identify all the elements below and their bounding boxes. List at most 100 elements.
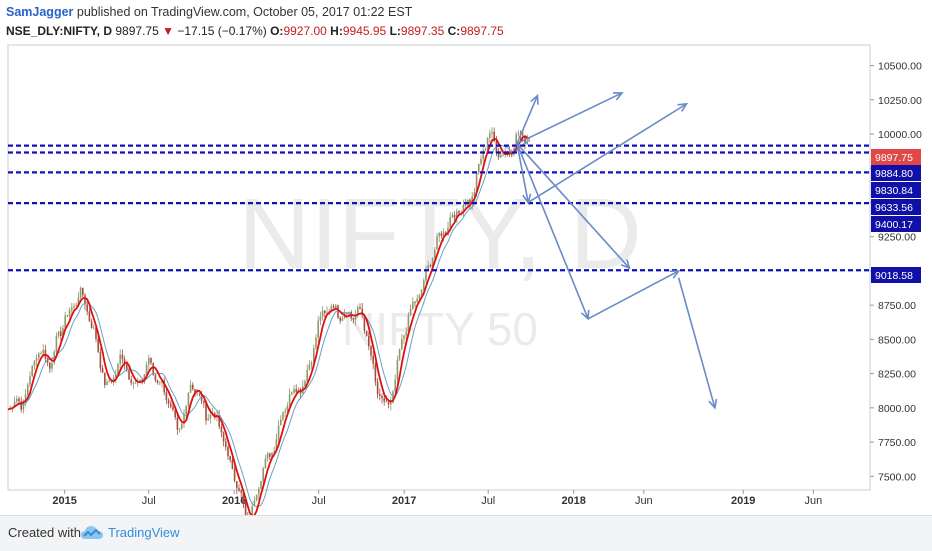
candle-body: [321, 310, 324, 317]
tradingview-cloud-icon[interactable]: [80, 524, 104, 542]
candle-body: [198, 393, 201, 395]
price-tag-bg: [871, 165, 921, 181]
arrow-head: [522, 193, 532, 205]
created-with-text: Created with: [8, 525, 81, 540]
projection-arrow: [516, 143, 529, 203]
low-label: L:: [389, 24, 401, 38]
candle-body: [62, 328, 64, 337]
candle-body: [251, 506, 253, 515]
candle-body: [238, 488, 240, 491]
candle-body: [145, 364, 148, 375]
candle-body: [93, 327, 95, 329]
candle-body: [55, 335, 58, 352]
candle-body: [174, 409, 176, 418]
candle-body: [68, 309, 71, 316]
author-link[interactable]: SamJagger: [6, 5, 74, 19]
x-tick-label: Jun: [804, 495, 822, 507]
candle-body: [106, 381, 108, 386]
candle-body: [286, 405, 289, 411]
candle-body: [471, 196, 473, 204]
fast-moving-average: [7, 135, 530, 515]
candle-body: [313, 348, 315, 363]
candle-body: [425, 269, 427, 281]
candle-body: [262, 468, 264, 482]
candle-body: [220, 426, 223, 433]
arrow-head: [620, 259, 631, 270]
candle-body: [462, 205, 465, 213]
projection-arrow: [516, 143, 589, 320]
candle-body: [376, 381, 379, 395]
candle-body: [370, 346, 372, 356]
candle-body: [372, 355, 374, 364]
candle-body: [77, 297, 80, 306]
price-tag-label: 9830.84: [875, 185, 913, 197]
candle-body: [469, 199, 471, 204]
candle-body: [394, 379, 396, 392]
candle-body: [181, 423, 183, 429]
candle-body: [236, 481, 238, 489]
candle-body: [117, 363, 119, 376]
candle-body: [84, 295, 86, 305]
y-tick-label: 7500.00: [878, 471, 916, 483]
candle-body: [456, 211, 458, 218]
candle-body: [412, 301, 414, 309]
candle-body: [99, 351, 102, 369]
candle-body: [79, 287, 82, 298]
candle-body: [143, 374, 146, 383]
candle-body: [288, 394, 291, 406]
candle-body: [253, 500, 256, 507]
candle-body: [363, 315, 366, 331]
candle-body: [398, 349, 401, 360]
candle-body: [385, 401, 388, 403]
candle-body: [192, 384, 194, 390]
candle-body: [420, 289, 423, 296]
candle-body: [436, 236, 438, 250]
candle-body: [489, 133, 491, 138]
candle-body: [108, 380, 110, 382]
candle-body: [167, 400, 170, 404]
candle-body: [431, 258, 434, 267]
candle-body: [27, 384, 29, 395]
candle-body: [332, 306, 335, 308]
candle-body: [306, 369, 308, 382]
candle-body: [205, 402, 207, 421]
candle-body: [16, 398, 18, 402]
candle-body: [227, 447, 229, 457]
candle-body: [409, 308, 412, 316]
candle-body: [352, 317, 355, 320]
candle-body: [170, 403, 172, 407]
candle-body: [491, 131, 493, 134]
tradingview-brand-link[interactable]: TradingView: [108, 525, 180, 540]
candle-body: [280, 419, 282, 426]
candle-body: [480, 158, 482, 164]
candle-body: [374, 363, 377, 382]
candle-body: [73, 305, 75, 308]
candle-body: [183, 414, 185, 424]
candle-body: [482, 150, 484, 159]
candle-body: [139, 379, 141, 382]
x-tick-label: 2018: [561, 495, 585, 507]
candle-body: [134, 382, 137, 384]
candle-body: [40, 353, 42, 354]
close-label: C:: [447, 24, 461, 38]
candle-body: [214, 413, 216, 418]
candle-body: [361, 308, 363, 316]
y-tick-label: 9250.00: [878, 232, 916, 244]
candle-body: [148, 357, 150, 365]
candle-body: [244, 503, 247, 515]
candle-body: [31, 365, 33, 377]
candle-body: [407, 315, 410, 332]
candle-body: [381, 395, 383, 399]
candle-body: [115, 375, 117, 378]
candle-body: [293, 389, 295, 393]
candle-body: [429, 265, 432, 267]
y-tick-label: 8250.00: [878, 369, 916, 381]
candle-body: [315, 337, 317, 349]
candle-body: [341, 318, 344, 321]
candle-body: [310, 362, 313, 365]
candle-body: [335, 305, 337, 308]
candle-body: [317, 320, 319, 338]
symbol-name: NSE_DLY:NIFTY, D: [6, 24, 113, 38]
candle-body: [33, 360, 36, 366]
